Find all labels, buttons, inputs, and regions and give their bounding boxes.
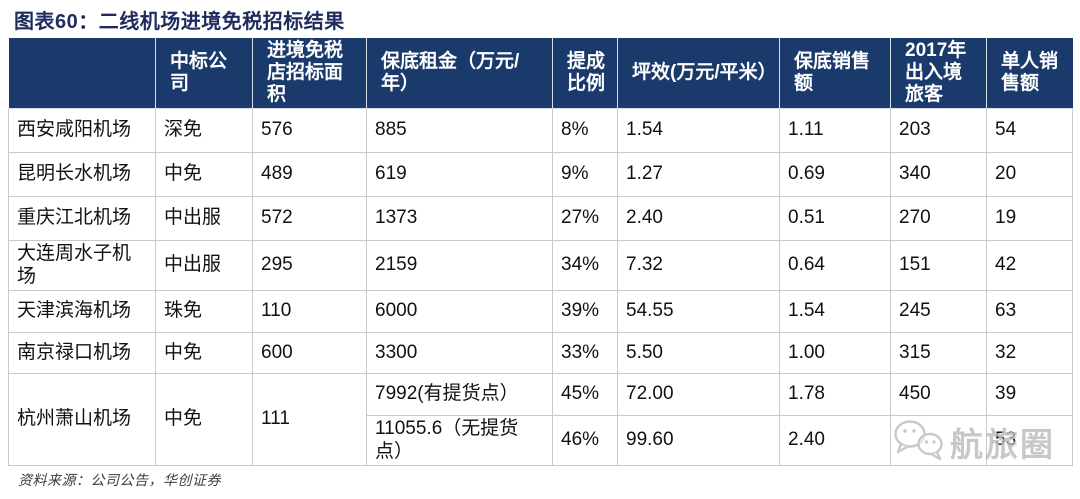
cell-company: 深免	[155, 108, 253, 154]
cell-passengers: 270	[890, 196, 987, 242]
cell-rent: 885	[366, 108, 553, 154]
cell-rent: 2159	[366, 240, 553, 292]
cell-per-person: 53	[986, 415, 1073, 466]
column-header-efficiency: 坪效(万元/平米）	[617, 38, 780, 110]
table-row: 南京禄口机场 中免 600 3300 33% 5.50 1.00 315 32	[8, 332, 1073, 375]
figure-title: 图表60：二线机场进境免税招标结果	[14, 11, 345, 33]
cell-min-sales: 0.51	[779, 196, 891, 242]
cell-per-person: 39	[986, 373, 1073, 417]
cell-efficiency: 1.27	[617, 152, 780, 198]
cell-commission: 9%	[552, 152, 618, 198]
cell-company: 中出服	[155, 196, 253, 242]
cell-efficiency: 2.40	[617, 196, 780, 242]
cell-commission: 33%	[552, 332, 618, 375]
table-row: 大连周水子机场 中出服 295 2159 34% 7.32 0.64 151 4…	[8, 240, 1073, 292]
cell-efficiency: 99.60	[617, 415, 780, 466]
cell-commission: 8%	[552, 108, 618, 154]
cell-airport: 杭州萧山机场	[8, 373, 156, 466]
cell-passengers: 340	[890, 152, 987, 198]
column-header-per-person: 单人销售额	[986, 38, 1073, 110]
cell-airport: 西安咸阳机场	[8, 108, 156, 154]
cell-airport: 天津滨海机场	[8, 290, 156, 334]
cell-airport: 重庆江北机场	[8, 196, 156, 242]
cell-min-sales: 0.69	[779, 152, 891, 198]
cell-passengers: 203	[890, 108, 987, 154]
cell-commission: 46%	[552, 415, 618, 466]
duty-free-bidding-table: 中标公司 进境免税店招标面积 保底租金（万元/年） 提成比例 坪效(万元/平米）…	[8, 38, 1073, 466]
cell-area: 600	[252, 332, 367, 375]
cell-min-sales: 1.78	[779, 373, 891, 417]
cell-min-sales: 1.54	[779, 290, 891, 334]
cell-airport: 南京禄口机场	[8, 332, 156, 375]
cell-commission: 45%	[552, 373, 618, 417]
cell-passengers	[890, 415, 987, 466]
table-row: 昆明长水机场 中免 489 619 9% 1.27 0.69 340 20	[8, 152, 1073, 198]
cell-rent: 11055.6（无提货点）	[366, 415, 553, 466]
cell-passengers: 315	[890, 332, 987, 375]
cell-passengers: 450	[890, 373, 987, 417]
cell-efficiency: 1.54	[617, 108, 780, 154]
table-row: 重庆江北机场 中出服 572 1373 27% 2.40 0.51 270 19	[8, 196, 1073, 242]
cell-efficiency: 72.00	[617, 373, 780, 417]
cell-airport: 大连周水子机场	[8, 240, 156, 292]
cell-per-person: 32	[986, 332, 1073, 375]
cell-efficiency: 5.50	[617, 332, 780, 375]
cell-area: 489	[252, 152, 367, 198]
cell-passengers: 151	[890, 240, 987, 292]
cell-company: 中免	[155, 332, 253, 375]
table-header-row: 中标公司 进境免税店招标面积 保底租金（万元/年） 提成比例 坪效(万元/平米）…	[8, 38, 1073, 110]
cell-area: 111	[252, 373, 367, 466]
column-header-airport	[8, 38, 156, 110]
cell-passengers: 245	[890, 290, 987, 334]
cell-rent: 6000	[366, 290, 553, 334]
table-row-merged-top: 杭州萧山机场 中免 111 7992(有提货点） 45% 72.00 1.78 …	[8, 373, 1073, 466]
cell-area: 576	[252, 108, 367, 154]
cell-commission: 27%	[552, 196, 618, 242]
cell-company: 珠免	[155, 290, 253, 334]
cell-per-person: 19	[986, 196, 1073, 242]
cell-rent: 7992(有提货点）	[366, 373, 553, 417]
cell-per-person: 20	[986, 152, 1073, 198]
column-header-min-sales: 保底销售额	[779, 38, 891, 110]
table-row: 天津滨海机场 珠免 110 6000 39% 54.55 1.54 245 63	[8, 290, 1073, 334]
cell-per-person: 63	[986, 290, 1073, 334]
cell-company: 中免	[155, 152, 253, 198]
cell-rent: 1373	[366, 196, 553, 242]
cell-commission: 39%	[552, 290, 618, 334]
column-header-rent: 保底租金（万元/年）	[366, 38, 553, 110]
cell-area: 295	[252, 240, 367, 292]
cell-rent: 619	[366, 152, 553, 198]
cell-efficiency: 7.32	[617, 240, 780, 292]
cell-company: 中免	[155, 373, 253, 466]
cell-min-sales: 1.00	[779, 332, 891, 375]
cell-min-sales: 2.40	[779, 415, 891, 466]
column-header-commission: 提成比例	[552, 38, 618, 110]
cell-efficiency: 54.55	[617, 290, 780, 334]
table-row: 西安咸阳机场 深免 576 885 8% 1.54 1.11 203 54	[8, 108, 1073, 154]
source-note: 资料来源：公司公告，华创证券	[18, 472, 221, 488]
cell-airport: 昆明长水机场	[8, 152, 156, 198]
cell-commission: 34%	[552, 240, 618, 292]
cell-min-sales: 0.64	[779, 240, 891, 292]
column-header-company: 中标公司	[155, 38, 253, 110]
column-header-passengers: 2017年出入境旅客	[890, 38, 987, 110]
cell-area: 572	[252, 196, 367, 242]
cell-per-person: 54	[986, 108, 1073, 154]
cell-per-person: 42	[986, 240, 1073, 292]
cell-rent: 3300	[366, 332, 553, 375]
cell-company: 中出服	[155, 240, 253, 292]
cell-area: 110	[252, 290, 367, 334]
cell-min-sales: 1.11	[779, 108, 891, 154]
column-header-area: 进境免税店招标面积	[252, 38, 367, 110]
